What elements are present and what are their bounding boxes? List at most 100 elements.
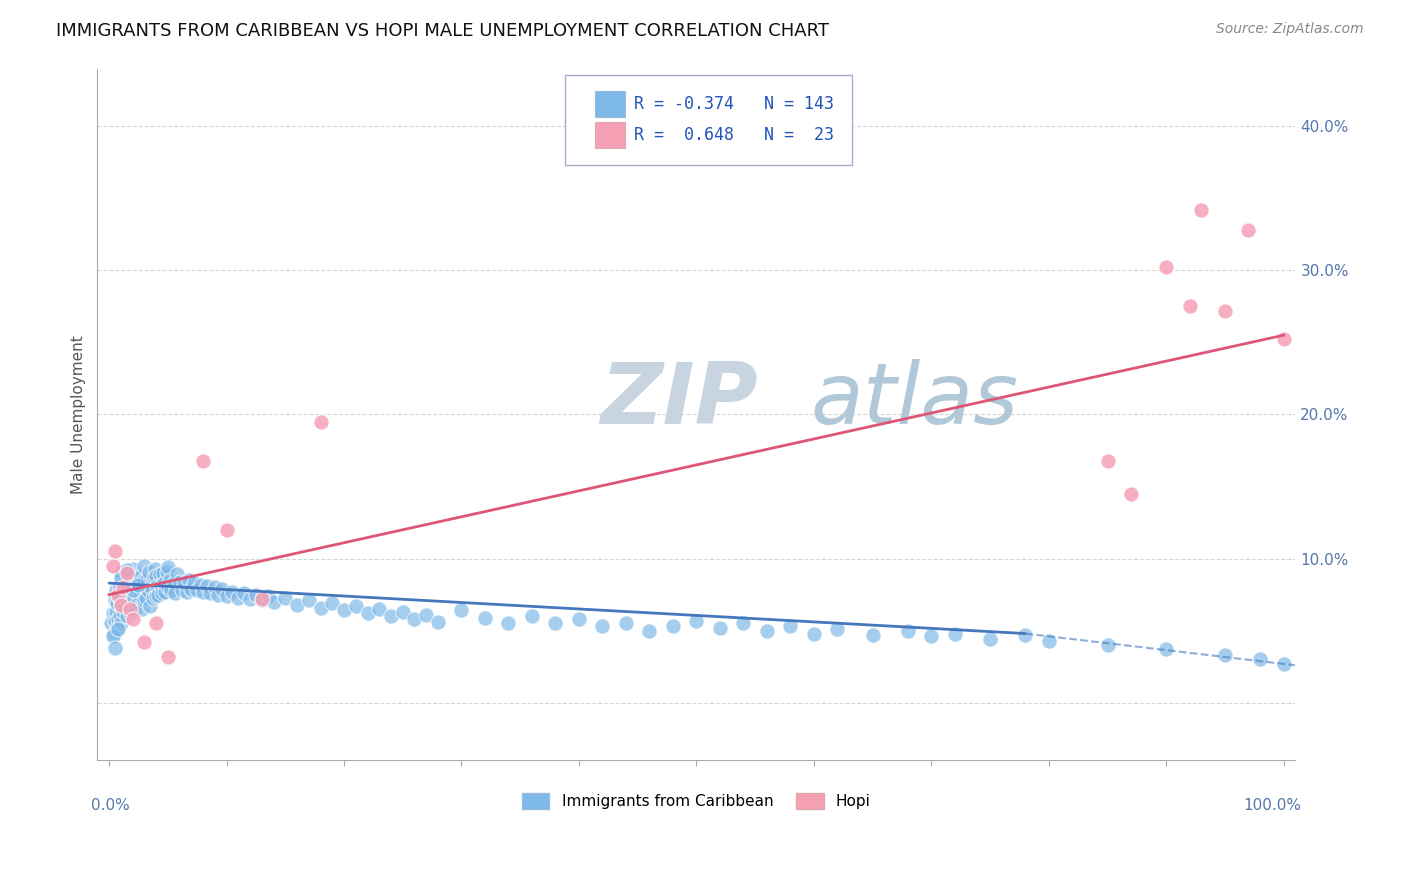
- Point: [110, 599, 132, 614]
- Point: [1154, 642, 1177, 657]
- Point: [101, 629, 124, 643]
- Point: [120, 586, 142, 600]
- Point: [118, 573, 141, 587]
- Point: [156, 565, 179, 579]
- Point: [115, 566, 138, 580]
- Point: [256, 589, 278, 603]
- Point: [134, 591, 156, 605]
- Point: [128, 588, 150, 602]
- Point: [245, 588, 267, 602]
- Point: [163, 576, 186, 591]
- Point: [104, 640, 127, 655]
- Point: [215, 589, 238, 603]
- Point: [544, 616, 567, 631]
- Point: [709, 621, 731, 635]
- Point: [156, 581, 179, 595]
- Point: [943, 626, 966, 640]
- Point: [190, 577, 212, 591]
- Point: [112, 605, 135, 619]
- Point: [108, 581, 131, 595]
- Point: [685, 614, 707, 628]
- Point: [104, 614, 127, 628]
- Point: [134, 573, 156, 587]
- Text: Source: ZipAtlas.com: Source: ZipAtlas.com: [1216, 22, 1364, 37]
- Point: [1213, 648, 1236, 662]
- Point: [149, 567, 172, 582]
- Point: [134, 593, 156, 607]
- Point: [149, 577, 172, 591]
- Point: [733, 616, 755, 631]
- Point: [117, 591, 139, 606]
- Point: [148, 588, 170, 602]
- Text: 100.0%: 100.0%: [1243, 798, 1302, 814]
- Point: [1213, 303, 1236, 318]
- Point: [827, 622, 849, 636]
- Point: [356, 607, 378, 621]
- Point: [520, 609, 543, 624]
- Point: [145, 589, 167, 603]
- Point: [105, 596, 128, 610]
- Point: [250, 591, 273, 606]
- Point: [107, 589, 129, 603]
- Point: [101, 607, 124, 621]
- Point: [138, 565, 160, 579]
- Point: [211, 582, 233, 596]
- Point: [159, 573, 181, 587]
- Point: [207, 588, 229, 602]
- Point: [1272, 333, 1295, 347]
- Point: [1097, 638, 1119, 652]
- Point: [177, 573, 200, 587]
- Point: [233, 586, 256, 600]
- Point: [591, 619, 613, 633]
- Text: 0.0%: 0.0%: [91, 798, 131, 814]
- Text: IMMIGRANTS FROM CARIBBEAN VS HOPI MALE UNEMPLOYMENT CORRELATION CHART: IMMIGRANTS FROM CARIBBEAN VS HOPI MALE U…: [56, 22, 830, 40]
- Text: atlas: atlas: [810, 359, 1018, 442]
- Point: [145, 616, 167, 631]
- Point: [105, 621, 128, 635]
- Text: R = -0.374   N = 143: R = -0.374 N = 143: [634, 95, 834, 112]
- Point: [146, 579, 169, 593]
- Point: [568, 612, 591, 626]
- Point: [110, 573, 132, 587]
- Point: [897, 624, 920, 638]
- Point: [127, 595, 149, 609]
- Point: [638, 624, 661, 638]
- Point: [142, 591, 165, 605]
- Point: [136, 583, 159, 598]
- Point: [169, 574, 191, 589]
- Point: [862, 628, 884, 642]
- Point: [127, 577, 149, 591]
- Point: [124, 602, 146, 616]
- Point: [114, 593, 136, 607]
- Point: [333, 603, 356, 617]
- Point: [134, 558, 156, 573]
- Point: [979, 632, 1001, 647]
- Point: [221, 584, 243, 599]
- Point: [108, 607, 131, 622]
- Point: [122, 591, 145, 606]
- Point: [131, 602, 153, 616]
- Text: ZIP: ZIP: [600, 359, 758, 442]
- Point: [1249, 652, 1271, 666]
- Point: [163, 586, 186, 600]
- Point: [1154, 260, 1177, 275]
- Point: [344, 599, 367, 614]
- Point: [134, 635, 156, 649]
- Point: [180, 582, 202, 596]
- Point: [1119, 487, 1142, 501]
- Point: [298, 593, 321, 607]
- Point: [155, 584, 177, 599]
- Point: [1038, 633, 1060, 648]
- Point: [204, 581, 226, 595]
- Point: [427, 615, 450, 629]
- Point: [183, 576, 205, 591]
- Point: [309, 415, 332, 429]
- Point: [110, 598, 132, 612]
- Point: [100, 616, 122, 631]
- Point: [105, 583, 128, 598]
- Point: [104, 544, 127, 558]
- Point: [166, 567, 188, 582]
- Point: [107, 622, 129, 636]
- Point: [110, 616, 132, 631]
- Point: [115, 582, 138, 596]
